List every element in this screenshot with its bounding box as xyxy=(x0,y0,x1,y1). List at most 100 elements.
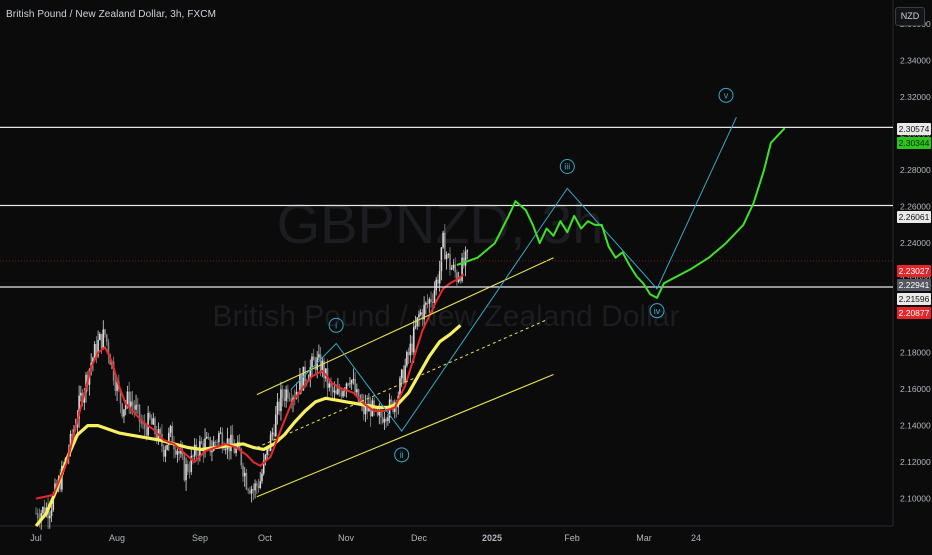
candle-body xyxy=(400,369,403,379)
price-tick-label: 2.24000 xyxy=(900,238,931,248)
candle-body xyxy=(438,271,441,284)
candle-body xyxy=(390,399,393,402)
candle-body xyxy=(430,299,432,302)
price-tag xyxy=(897,265,931,277)
candle-body xyxy=(224,449,227,451)
candle-body xyxy=(216,441,218,443)
candle-body xyxy=(407,352,410,356)
candle-body xyxy=(150,418,153,425)
candle-body xyxy=(381,417,384,423)
candle-body xyxy=(309,367,312,380)
candle-body xyxy=(287,389,289,399)
candle-body xyxy=(435,279,437,291)
candle-body xyxy=(242,465,244,477)
candle-body xyxy=(416,317,419,326)
candle-body xyxy=(249,490,251,494)
candle-body xyxy=(266,447,268,455)
candle-body xyxy=(347,383,350,385)
candle-body xyxy=(352,378,355,381)
candle-body xyxy=(192,455,194,457)
candle-body xyxy=(428,299,431,304)
candle-body xyxy=(188,471,191,473)
candle-body xyxy=(349,383,351,385)
price-tag-label: 2.30344 xyxy=(899,138,930,148)
projection-path xyxy=(456,127,786,299)
candle-body xyxy=(178,450,180,454)
time-tick-label: 24 xyxy=(691,533,701,543)
candle-body xyxy=(452,264,455,269)
candle-body xyxy=(200,441,203,444)
candle-body xyxy=(304,366,306,382)
candle-body xyxy=(107,341,110,355)
candle-body xyxy=(223,448,225,450)
candle-body xyxy=(280,389,282,412)
price-tick-label: 2.26000 xyxy=(900,202,931,212)
watermark-symbol: GBPNZD, 3h xyxy=(277,192,604,255)
candle-body xyxy=(133,405,136,410)
candle-body xyxy=(300,375,303,391)
candle-body xyxy=(311,356,313,368)
candle-body xyxy=(378,411,381,416)
candle-body xyxy=(366,404,368,412)
candle-body xyxy=(350,380,353,384)
candle-body xyxy=(235,447,237,454)
time-tick-label: Jul xyxy=(30,533,42,543)
candle-body xyxy=(154,418,156,434)
candle-body xyxy=(406,352,408,366)
candle-body xyxy=(256,483,258,486)
candle-body xyxy=(197,454,199,456)
candle-body xyxy=(274,414,277,437)
candle-body xyxy=(342,391,344,397)
candle-body xyxy=(130,401,132,407)
candle-body xyxy=(333,390,336,393)
candle-body xyxy=(371,400,374,417)
price-tag xyxy=(897,123,931,135)
wave-label-text: ii xyxy=(400,450,404,460)
candle-body xyxy=(437,279,439,284)
candle-body xyxy=(385,419,387,422)
candle-body xyxy=(373,400,375,409)
candle-body xyxy=(335,390,337,395)
candle-body xyxy=(105,334,108,342)
candle-body xyxy=(164,449,167,457)
candle-body xyxy=(359,401,362,403)
candle-body xyxy=(171,425,174,445)
candle-body xyxy=(328,383,331,388)
candle-body xyxy=(126,391,129,405)
candle-body xyxy=(454,264,456,273)
candle-body xyxy=(431,301,434,304)
price-tag-label: 2.21596 xyxy=(899,294,930,304)
wave-label-text: v xyxy=(724,91,729,101)
watermark-name: British Pound / New Zealand Dollar xyxy=(213,300,680,333)
candle-body xyxy=(299,375,301,395)
candle-body xyxy=(174,449,177,455)
wave-label-circle xyxy=(328,317,344,333)
candle-body xyxy=(440,247,443,272)
candle-body xyxy=(169,425,172,433)
candle-body xyxy=(128,391,130,407)
candle-body xyxy=(254,483,256,491)
time-tick-label: Sep xyxy=(192,533,208,543)
candle-body xyxy=(114,380,117,391)
candle-body xyxy=(95,343,98,356)
wave-label-circle xyxy=(718,87,734,103)
candle-body xyxy=(387,417,389,422)
candle-body xyxy=(457,278,460,282)
candle-body xyxy=(116,381,118,391)
chart-title: British Pound / New Zealand Dollar, 3h, … xyxy=(6,9,217,20)
candle-body xyxy=(442,232,444,248)
time-tick-label: 2025 xyxy=(482,533,502,543)
candle-body xyxy=(338,388,341,393)
price-tag xyxy=(897,279,931,291)
currency-selector[interactable]: NZD xyxy=(895,7,925,26)
candle-body xyxy=(271,432,274,435)
candle-body xyxy=(375,408,377,410)
candle-body xyxy=(42,507,44,514)
candle-body xyxy=(340,392,343,397)
candle-body xyxy=(149,413,151,419)
candle-body xyxy=(180,450,182,454)
price-tag-label: 2.30574 xyxy=(899,124,930,134)
candle-body xyxy=(450,268,453,270)
